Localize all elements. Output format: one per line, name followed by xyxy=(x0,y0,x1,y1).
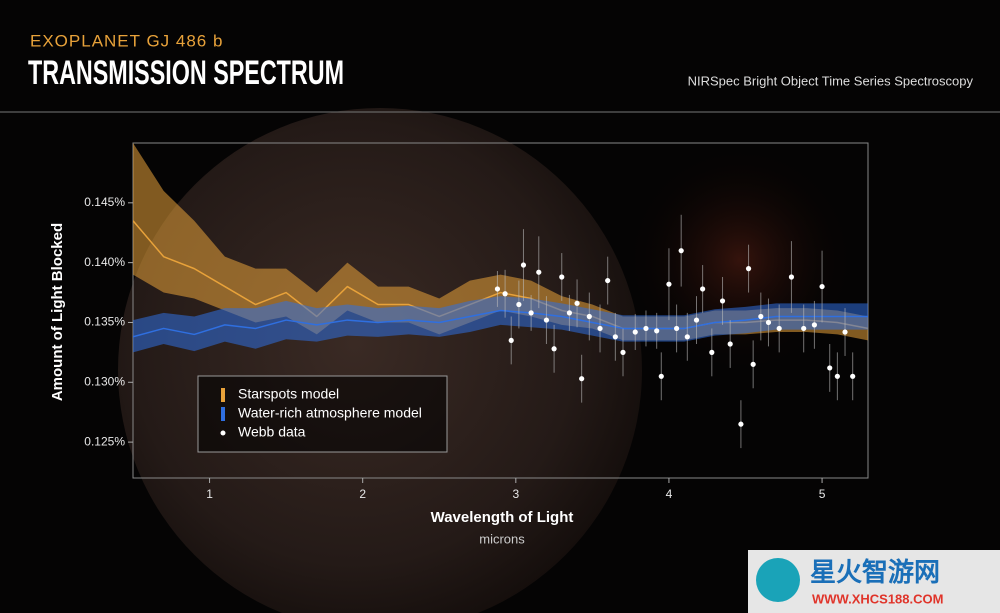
x-tick-label: 5 xyxy=(819,487,826,501)
watermark-name: 星火智游网 xyxy=(810,557,940,587)
legend-label: Webb data xyxy=(238,424,306,440)
data-point xyxy=(502,291,508,297)
x-tick-label: 3 xyxy=(512,487,519,501)
data-point xyxy=(678,248,684,254)
data-point xyxy=(508,337,514,344)
data-point xyxy=(709,349,715,355)
data-point xyxy=(536,269,542,275)
y-tick-label: 0.135% xyxy=(84,315,125,329)
data-point xyxy=(673,325,680,332)
data-point xyxy=(738,421,744,427)
data-point xyxy=(834,373,840,379)
data-point xyxy=(632,329,638,335)
data-point xyxy=(654,328,660,334)
data-point xyxy=(520,262,527,268)
watermark-url: WWW.XHCS188.COM xyxy=(812,591,943,606)
data-point xyxy=(620,349,626,355)
y-tick-label: 0.145% xyxy=(84,195,125,209)
data-point xyxy=(765,319,772,326)
data-point xyxy=(776,325,782,332)
data-point xyxy=(819,283,825,290)
data-point xyxy=(758,313,764,320)
watermark: 星火智游网 WWW.XHCS188.COM xyxy=(748,550,1000,613)
x-tick-label: 2 xyxy=(359,487,366,501)
model-band xyxy=(133,296,868,353)
data-point xyxy=(586,313,592,320)
data-point xyxy=(700,286,706,292)
data-point xyxy=(745,266,752,272)
plot-area xyxy=(133,143,868,449)
data-point xyxy=(643,325,649,332)
legend-swatch xyxy=(221,407,225,421)
data-point xyxy=(666,281,672,287)
data-point xyxy=(605,277,611,284)
data-point xyxy=(750,361,756,367)
data-point xyxy=(516,301,522,308)
chart-title: TRANSMISSION SPECTRUM xyxy=(28,54,344,92)
data-point xyxy=(801,325,807,332)
y-tick-label: 0.130% xyxy=(84,374,125,388)
legend-label: Starspots model xyxy=(238,386,339,402)
y-axis-label: Amount of Light Blocked xyxy=(49,223,66,401)
data-point xyxy=(693,317,700,323)
data-point xyxy=(719,298,726,304)
y-tick-label: 0.125% xyxy=(84,434,125,448)
data-point xyxy=(684,334,690,340)
data-point xyxy=(551,346,557,352)
data-point xyxy=(827,365,833,371)
legend-label: Water-rich atmosphere model xyxy=(238,405,422,421)
legend-swatch xyxy=(221,388,225,402)
x-axis-units: microns xyxy=(479,531,525,546)
legend-box xyxy=(197,375,448,453)
data-point xyxy=(658,373,664,379)
data-point xyxy=(788,274,795,280)
x-axis-label: Wavelength of Light xyxy=(431,509,574,526)
model-line xyxy=(133,309,868,338)
data-point xyxy=(842,329,848,335)
data-point xyxy=(612,334,618,340)
data-point xyxy=(727,341,733,347)
data-point xyxy=(528,310,534,316)
data-point xyxy=(543,317,550,323)
data-point xyxy=(811,322,818,328)
star-glow xyxy=(620,140,860,380)
data-point xyxy=(579,376,585,382)
subtitle: NIRSpec Bright Object Time Series Spectr… xyxy=(688,73,974,88)
data-point xyxy=(566,310,573,316)
data-point xyxy=(494,286,501,292)
supertitle: EXOPLANET GJ 486 b xyxy=(30,31,223,50)
data-point xyxy=(597,325,603,332)
x-tick-label: 4 xyxy=(666,487,673,501)
legend-swatch xyxy=(220,430,226,436)
watermark-logo xyxy=(756,558,800,602)
data-point xyxy=(850,373,856,379)
x-tick-label: 1 xyxy=(206,487,213,501)
planet xyxy=(118,108,642,613)
data-point xyxy=(559,274,565,280)
data-point xyxy=(574,300,580,306)
y-tick-label: 0.140% xyxy=(84,255,125,269)
